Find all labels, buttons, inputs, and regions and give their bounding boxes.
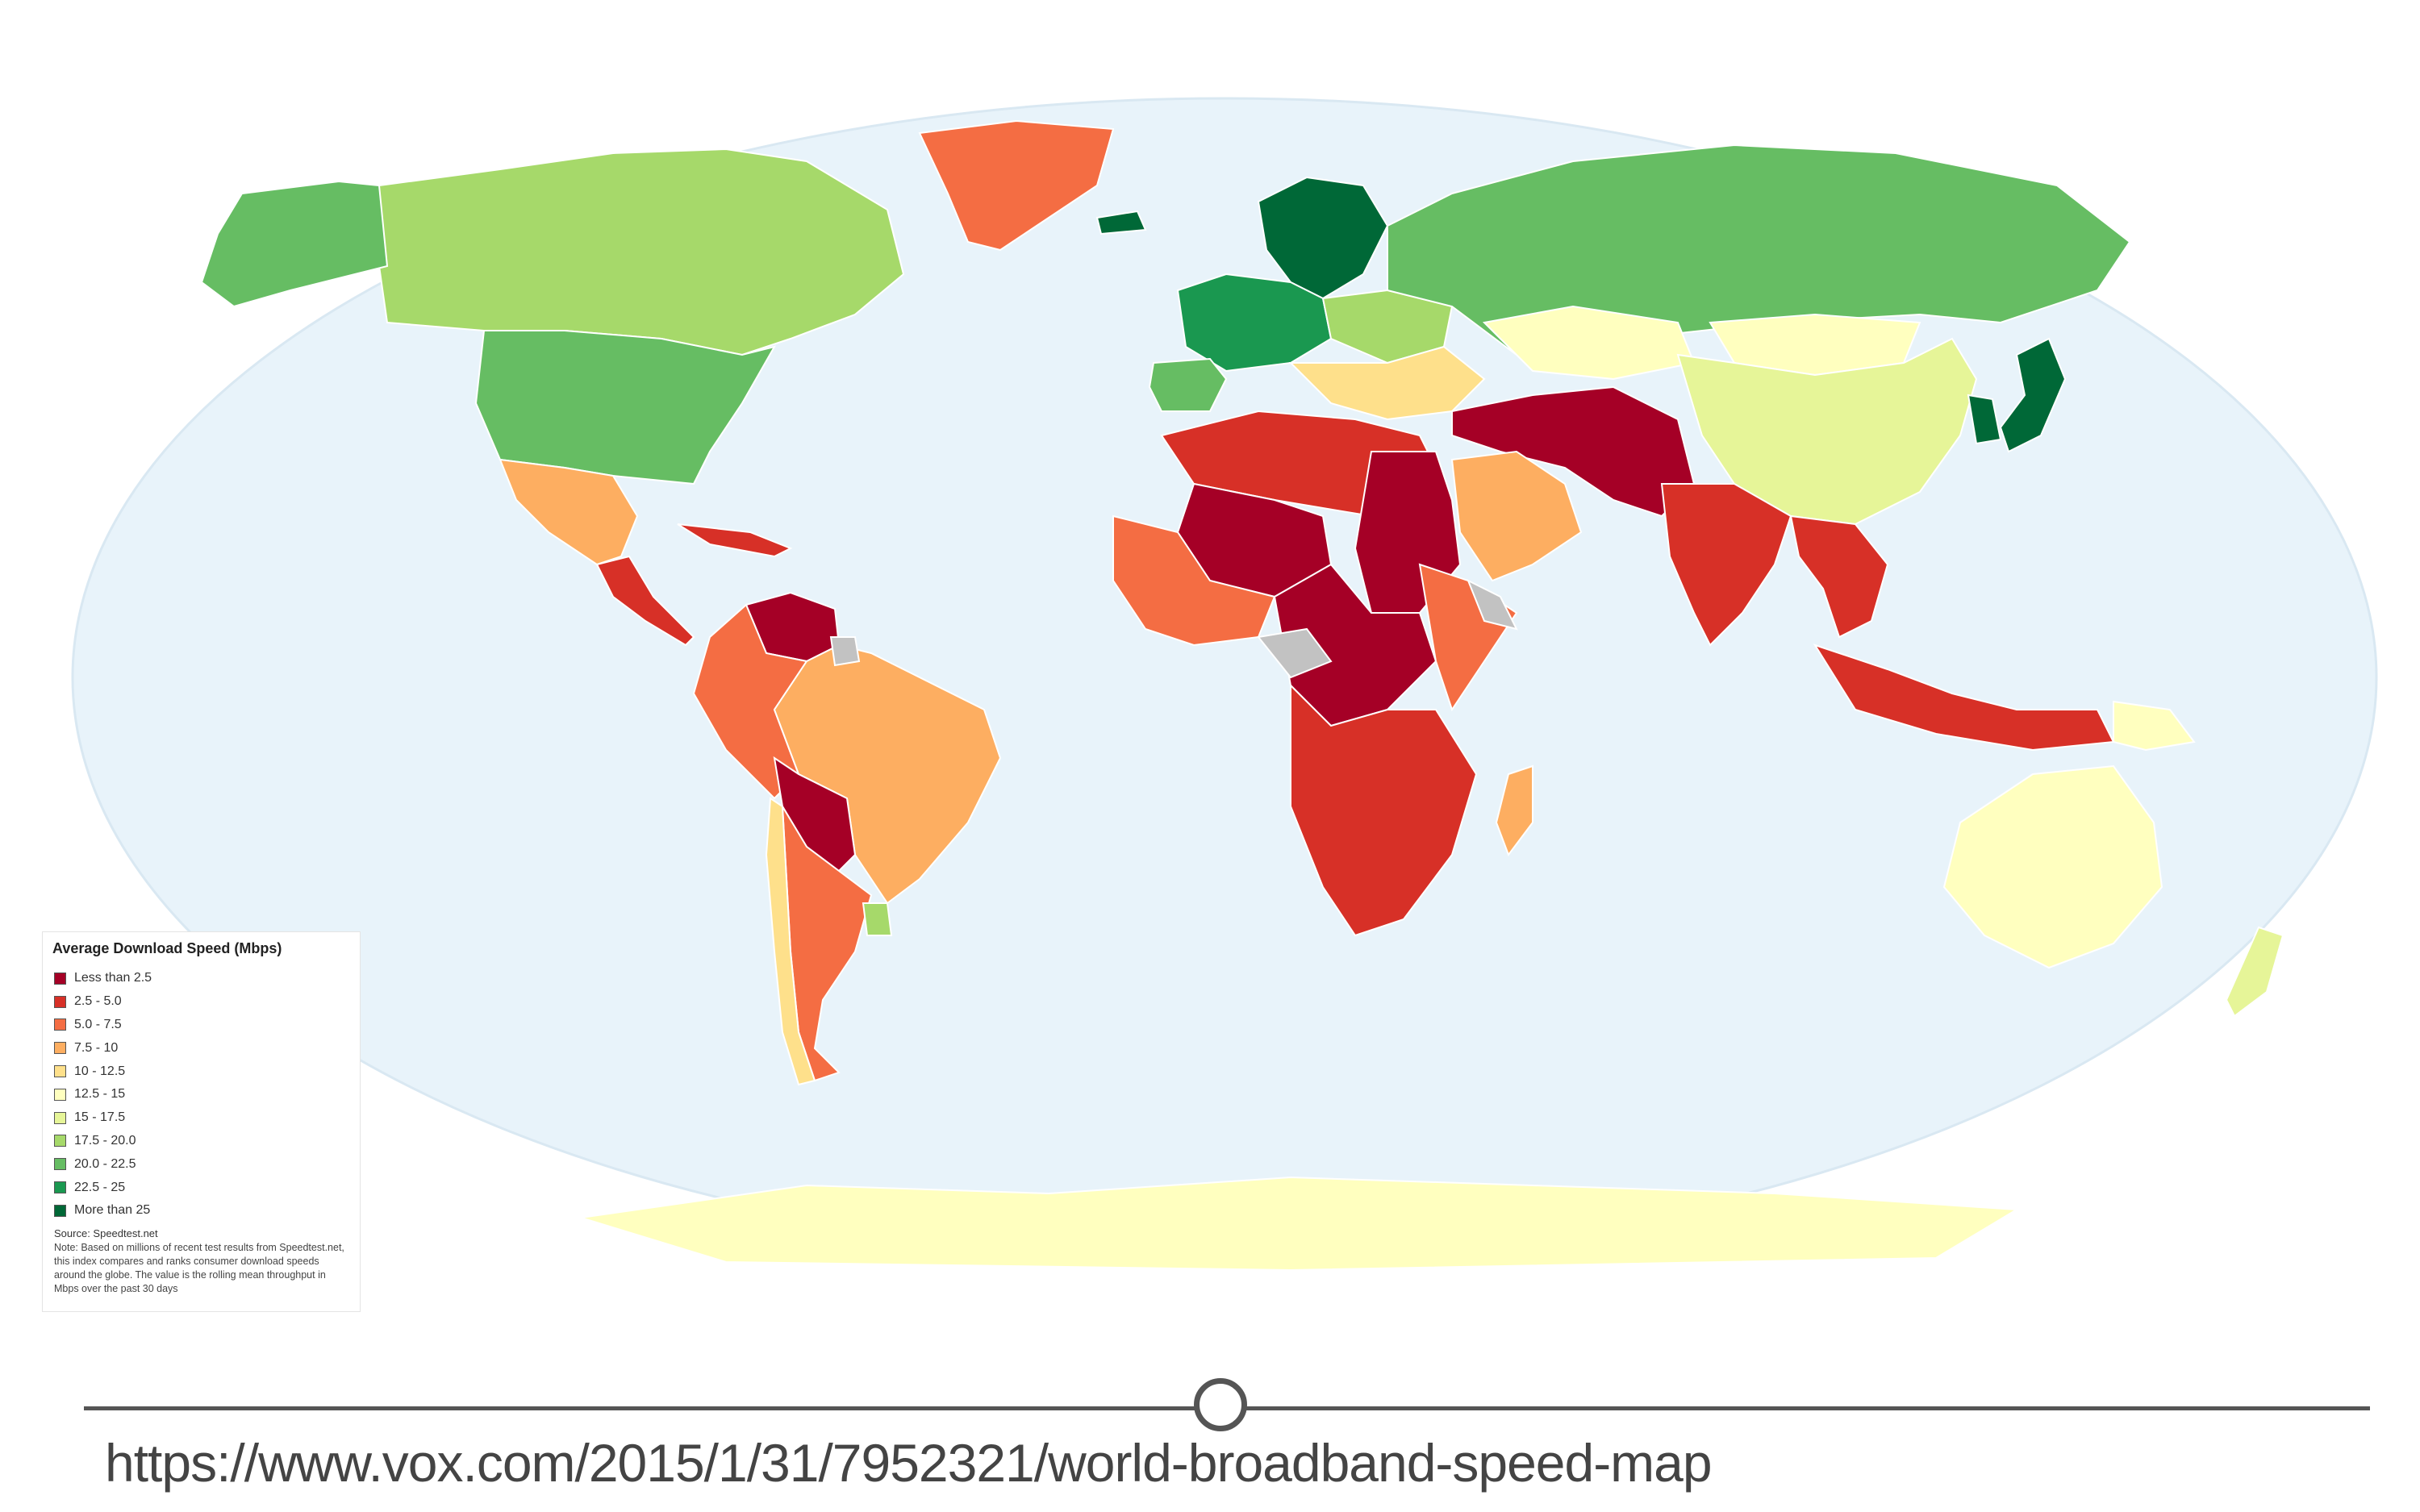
region-iceland <box>1095 210 1147 235</box>
slider-handle[interactable] <box>1194 1378 1247 1431</box>
slider-track-right <box>1242 1406 2370 1410</box>
legend-item: 5.0 - 7.5 <box>51 1014 352 1037</box>
legend-item: 10 - 12.5 <box>51 1060 352 1083</box>
region-uruguay <box>862 902 893 936</box>
region-new-zealand <box>2225 926 2284 1018</box>
legend-item: More than 25 <box>51 1199 352 1223</box>
region-no-data <box>1257 627 1333 679</box>
region-turkey-iran-pakistan <box>1451 385 1696 518</box>
legend-items: Less than 2.5 2.5 - 5.0 5.0 - 7.5 7.5 - 10 1… <box>51 967 352 1223</box>
region-greenland <box>918 119 1115 252</box>
legend-swatch <box>54 1181 66 1194</box>
legend-label: 15 - 17.5 <box>74 1110 126 1125</box>
legend-swatch <box>54 1135 66 1148</box>
legend-swatch <box>54 1158 66 1171</box>
region-southeast-asia <box>1789 514 1889 639</box>
region-central-america <box>595 555 695 647</box>
legend-label: 17.5 - 20.0 <box>74 1133 136 1148</box>
legend-source: Source: Speedtest.net <box>54 1227 158 1239</box>
region-japan <box>1999 337 2067 453</box>
region-korea <box>1967 394 2002 445</box>
legend-title: Average Download Speed (Mbps) <box>52 940 282 956</box>
legend-item: 12.5 - 15 <box>51 1083 352 1106</box>
legend-item: Less than 2.5 <box>51 967 352 990</box>
legend-label: 10 - 12.5 <box>74 1064 126 1078</box>
region-indonesia <box>1813 644 2115 752</box>
legend-swatch <box>54 1065 66 1078</box>
legend-item: 22.5 - 25 <box>51 1176 352 1199</box>
legend-swatch <box>54 1088 66 1101</box>
region-spain <box>1148 357 1228 412</box>
legend-swatch <box>54 1042 66 1055</box>
legend-swatch <box>54 995 66 1008</box>
legend-label: 12.5 - 15 <box>74 1087 126 1102</box>
map-legend: Average Download Speed (Mbps) Less than … <box>42 931 361 1312</box>
region-antarctica <box>580 1176 2020 1272</box>
region-balkans <box>1288 345 1486 421</box>
region-russia <box>1387 144 2131 356</box>
legend-label: 2.5 - 5.0 <box>74 994 122 1009</box>
legend-label: 22.5 - 25 <box>74 1180 126 1194</box>
region-canada <box>378 148 905 356</box>
region-no-data <box>1467 578 1518 631</box>
region-caribbean <box>677 523 793 558</box>
legend-item: 15 - 17.5 <box>51 1106 352 1130</box>
legend-label: 20.0 - 22.5 <box>74 1156 136 1171</box>
legend-swatch <box>54 1018 66 1031</box>
region-southern-africa <box>1290 683 1478 937</box>
legend-item: 17.5 - 20.0 <box>51 1130 352 1153</box>
legend-swatch <box>54 972 66 985</box>
slider-track-left <box>84 1406 1197 1410</box>
region-australia <box>1942 764 2163 969</box>
source-url[interactable]: https://www.vox.com/2015/1/31/7952321/wo… <box>105 1433 1713 1493</box>
region-alaska <box>200 180 389 308</box>
legend-note: Note: Based on millions of recent test r… <box>54 1241 344 1294</box>
region-papua-new-guinea <box>2113 700 2196 752</box>
legend-swatch <box>54 1111 66 1124</box>
world-map <box>71 97 2378 1272</box>
legend-item: 7.5 - 10 <box>51 1036 352 1060</box>
region-arabia <box>1450 450 1583 582</box>
legend-label: 5.0 - 7.5 <box>74 1017 122 1031</box>
legend-label: Less than 2.5 <box>74 971 152 985</box>
region-nordic <box>1257 176 1389 300</box>
legend-item: 2.5 - 5.0 <box>51 990 352 1014</box>
legend-item: 20.0 - 22.5 <box>51 1152 352 1176</box>
region-madagascar <box>1495 764 1533 857</box>
region-chile <box>765 797 816 1086</box>
region-no-data <box>829 636 861 667</box>
region-mexico <box>499 458 639 566</box>
region-india <box>1660 483 1792 647</box>
legend-label: 7.5 - 10 <box>74 1040 119 1055</box>
legend-swatch <box>54 1204 66 1217</box>
legend-label: More than 25 <box>74 1203 151 1218</box>
